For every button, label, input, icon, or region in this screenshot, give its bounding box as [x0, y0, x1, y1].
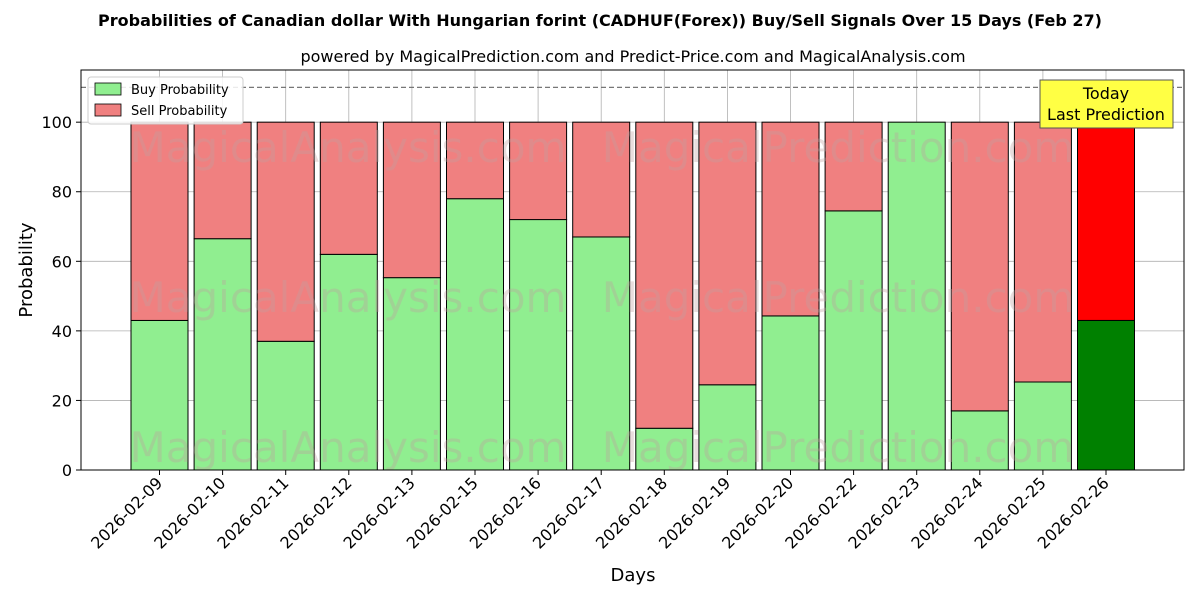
legend-box	[87, 76, 244, 125]
bar-sell	[382, 121, 441, 279]
watermarks: MagicalAnalysis.com MagicalPrediction.co…	[130, 123, 1075, 472]
watermark-1: MagicalAnalysis.com	[130, 123, 567, 172]
watermark-2: MagicalPrediction.com	[602, 123, 1075, 172]
bar-sell	[509, 121, 568, 221]
x-ticks: 2026-02-092026-02-102026-02-112026-02-12…	[87, 470, 1113, 553]
watermark-6: MagicalPrediction.com	[602, 423, 1075, 472]
bar-buy	[1077, 319, 1135, 471]
bar-buy	[1013, 381, 1072, 471]
bar-sell	[446, 121, 504, 200]
bar-sell	[256, 121, 315, 342]
y-axis-label: Probability	[16, 222, 37, 317]
bar-buy	[256, 340, 315, 471]
legend-sell-swatch	[94, 103, 122, 117]
legend-buy-swatch	[94, 82, 122, 96]
y-ticks: 0 20 40 60 80 100	[41, 113, 81, 480]
y-tick-label: 80	[52, 183, 72, 202]
bar-buy	[382, 277, 441, 471]
bar-buy	[950, 410, 1009, 471]
bars	[130, 121, 1135, 471]
legend: Buy Probability Sell Probability	[87, 76, 244, 125]
bar-buy	[698, 384, 757, 471]
bar-sell	[950, 121, 1009, 412]
watermark-5: MagicalAnalysis.com	[130, 423, 567, 472]
bar-sell	[698, 121, 757, 386]
watermark-3: MagicalAnalysis.com	[130, 273, 567, 322]
bar-sell	[1077, 121, 1135, 321]
bar-buy	[319, 253, 378, 471]
y-tick-label: 40	[52, 322, 72, 341]
bar-sell	[319, 121, 378, 255]
bar-buy	[635, 427, 694, 471]
bar-buy	[761, 315, 820, 471]
bar-sell	[130, 121, 189, 321]
today-line1: Today	[1082, 84, 1129, 103]
today-box	[1039, 79, 1174, 129]
bar-buy	[446, 198, 504, 471]
chart-subtitle: powered by MagicalPrediction.com and Pre…	[300, 47, 965, 66]
y-tick-label: 20	[52, 391, 72, 410]
bar-sell	[572, 121, 631, 238]
bar-buy	[887, 121, 946, 471]
x-axis-label: Days	[611, 565, 656, 586]
y-tick-label: 100	[41, 113, 72, 132]
y-tick-label: 0	[62, 461, 72, 480]
y-tick-label: 60	[52, 252, 72, 271]
chart-title: Probabilities of Canadian dollar With Hu…	[98, 11, 1102, 30]
bar-buy	[824, 210, 883, 471]
legend-buy-label: Buy Probability	[131, 83, 229, 98]
bar-sell	[824, 121, 883, 212]
bar-sell	[761, 121, 820, 317]
bar-buy	[572, 236, 631, 471]
today-line2: Last Prediction	[1047, 105, 1165, 124]
legend-sell-label: Sell Probability	[131, 104, 228, 119]
today-annotation: Today Last Prediction	[1039, 79, 1174, 129]
bar-buy	[193, 238, 252, 471]
bar-sell	[635, 121, 694, 429]
plot-frame	[80, 69, 1185, 471]
watermark-4: MagicalPrediction.com	[602, 273, 1075, 322]
bar-buy	[509, 219, 568, 471]
